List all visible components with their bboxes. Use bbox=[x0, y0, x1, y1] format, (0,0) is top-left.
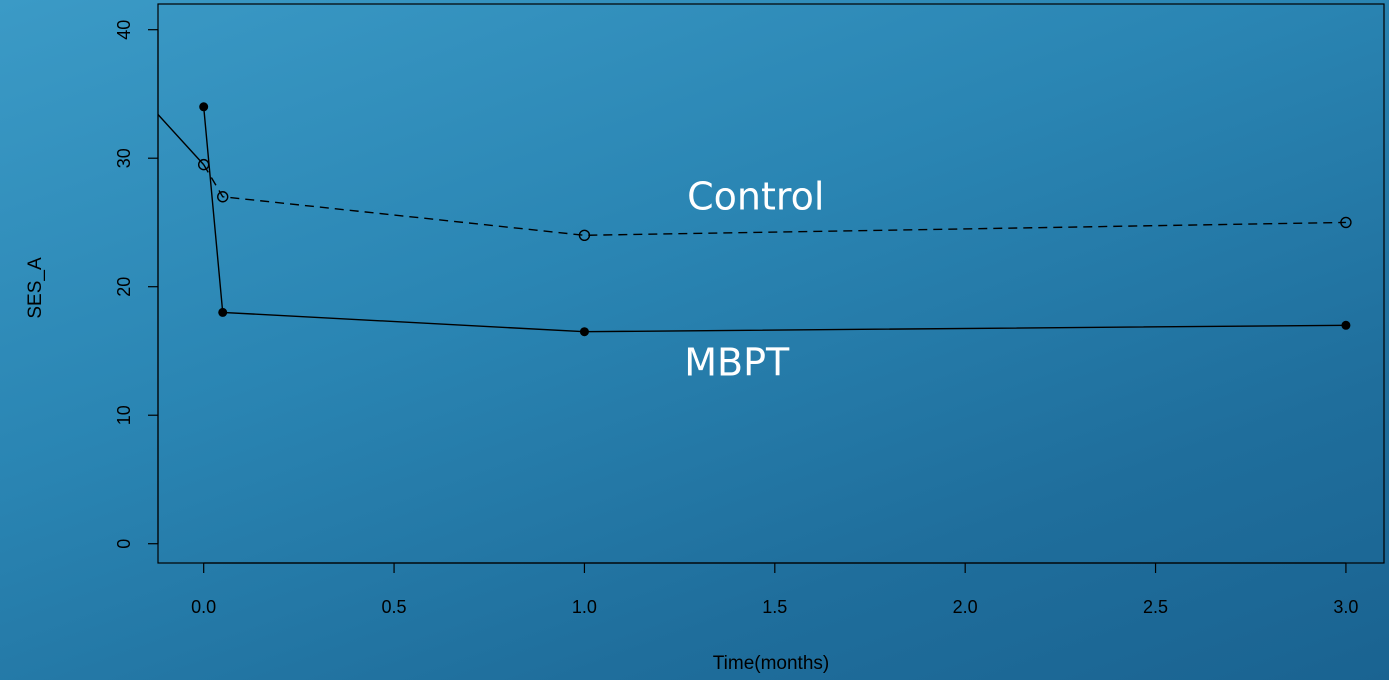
x-tick-label: 2.5 bbox=[1143, 597, 1168, 617]
annotation-layer: Control MBPT bbox=[684, 175, 824, 385]
y-tick-label: 0 bbox=[114, 539, 134, 549]
extra-line bbox=[157, 114, 205, 166]
point-mbpt bbox=[1341, 320, 1351, 330]
x-tick-label: 2.0 bbox=[953, 597, 978, 617]
y-axis: 0 10 20 30 40 bbox=[114, 20, 159, 549]
x-tick-label: 1.0 bbox=[572, 597, 597, 617]
y-tick-label: 40 bbox=[114, 20, 134, 40]
x-tick-label: 0.5 bbox=[382, 597, 407, 617]
x-axis: 0.0 0.5 1.0 1.5 2.0 2.5 3.0 bbox=[191, 562, 1358, 617]
series-line-mbpt bbox=[202, 106, 1346, 333]
y-tick-label: 30 bbox=[114, 148, 134, 168]
x-tick-label: 3.0 bbox=[1333, 597, 1358, 617]
point-control bbox=[217, 191, 229, 203]
point-mbpt bbox=[199, 102, 209, 112]
y-tick-label: 20 bbox=[114, 277, 134, 297]
label-control: Control bbox=[687, 175, 824, 219]
point-control bbox=[1340, 216, 1352, 229]
point-mbpt bbox=[218, 307, 228, 317]
point-control bbox=[578, 229, 591, 242]
plot-frame bbox=[157, 3, 1385, 564]
x-tick-label: 1.5 bbox=[762, 597, 787, 617]
x-tick-label: 0.0 bbox=[191, 597, 216, 617]
y-axis-title: SES_A bbox=[25, 257, 46, 319]
point-mbpt bbox=[579, 327, 589, 337]
series-layer bbox=[157, 102, 1352, 337]
x-axis-title: Time(months) bbox=[713, 653, 829, 674]
y-tick-label: 10 bbox=[114, 405, 134, 425]
label-mbpt: MBPT bbox=[684, 340, 790, 384]
series-line-control bbox=[203, 164, 1346, 237]
